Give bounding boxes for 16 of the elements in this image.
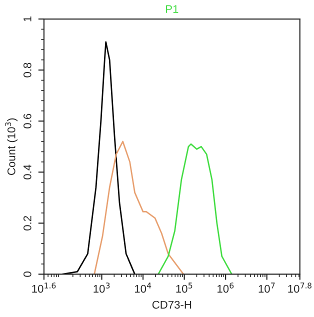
- x-tick-label: 10$^{7.8}$: [288, 282, 312, 293]
- x-tick-label: 10$^{6}$: [218, 282, 234, 293]
- x-tick-label: 10$^{5}$: [176, 282, 192, 293]
- y-tick-label: 0.2: [23, 216, 32, 230]
- x-tick-label: 10$^{7}$: [258, 282, 275, 293]
- y-tick-label: 0.6: [23, 114, 32, 128]
- x-tick-label: 10$^{3}$: [94, 282, 110, 293]
- y-tick-label: 0.4: [23, 164, 32, 180]
- y-tick-label: 0: [23, 272, 32, 277]
- x-axis-title: CD73-H: [152, 300, 192, 309]
- y-axis-title: Count (10$^{3}$): [5, 118, 18, 175]
- text: P1: [166, 5, 178, 13]
- x-tick-label: 10$^{4}$: [134, 282, 152, 293]
- y-tick-label: 0.8: [23, 62, 32, 78]
- x-tick-label: 10$^{1.6}$: [32, 282, 56, 293]
- y-tick-label: 1: [24, 16, 32, 22]
